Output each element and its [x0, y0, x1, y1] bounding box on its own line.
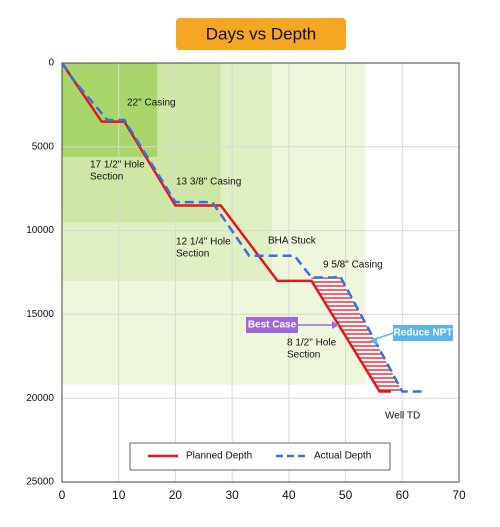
annotation: Section: [90, 172, 123, 183]
x-tick-label: 20: [169, 488, 183, 502]
annotation: 17 1/2" Hole: [90, 160, 145, 171]
annotation: Section: [176, 249, 209, 260]
callout-box: [246, 317, 298, 333]
callout-box: [393, 325, 453, 341]
plot-frame: [61, 62, 460, 483]
annotation: 13 3/8" Casing: [176, 177, 241, 188]
x-tick-label: 30: [225, 488, 239, 502]
y-tick-label: 25000: [26, 477, 54, 488]
annotation: Well TD: [385, 411, 420, 422]
series-line: [60, 62, 425, 393]
annotation: BHA Stuck: [268, 236, 317, 247]
y-tick-label: 10000: [26, 225, 54, 236]
x-tick-label: 40: [282, 488, 296, 502]
zone: [62, 63, 158, 157]
annotation: 8 1/2" Hole: [287, 338, 337, 349]
series-line: [60, 62, 391, 393]
chart-title: Days vs Depth: [206, 24, 317, 43]
annotation: 22" Casing: [127, 98, 176, 109]
x-tick-label: 70: [452, 488, 466, 502]
y-tick-label: 15000: [26, 309, 54, 320]
callout-arrowhead: [370, 337, 377, 345]
callout-label: Best Case: [248, 320, 297, 331]
legend-label: Planned Depth: [186, 451, 252, 462]
y-tick-label: 0: [48, 58, 54, 69]
x-tick-label: 10: [112, 488, 126, 502]
x-tick-label: 60: [396, 488, 410, 502]
y-tick-label: 5000: [32, 141, 55, 152]
title-box: [176, 18, 346, 50]
annotation: 9 5/8" Casing: [323, 260, 383, 271]
callout-label: Reduce NPT: [394, 328, 453, 339]
callout-arrowhead: [332, 321, 339, 329]
annotation: Section: [287, 350, 320, 361]
x-tick-label: 0: [59, 488, 66, 502]
gap-area: [311, 275, 425, 392]
legend-label: Actual Depth: [314, 451, 371, 462]
annotation: 12 1/4" Hole: [176, 237, 231, 248]
x-tick-label: 50: [339, 488, 353, 502]
y-tick-label: 20000: [26, 393, 54, 404]
